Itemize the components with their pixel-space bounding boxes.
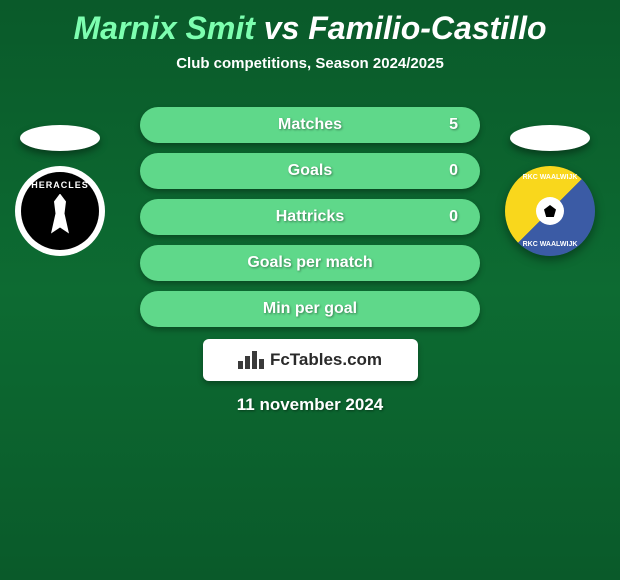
player2-avatar-placeholder (510, 125, 590, 151)
brand-text: FcTables.com (270, 350, 382, 370)
stat-value: 0 (449, 162, 458, 180)
stat-label: Goals (160, 162, 460, 180)
player1-name: Marnix Smit (74, 10, 255, 46)
stat-label: Matches (160, 116, 460, 134)
stat-value: 0 (449, 208, 458, 226)
vs-text: vs (264, 10, 300, 46)
subtitle: Club competitions, Season 2024/2025 (0, 55, 620, 72)
heracles-figure-icon (45, 194, 75, 234)
date-label: 11 november 2024 (0, 395, 620, 415)
stat-label: Min per goal (160, 300, 460, 318)
comparison-title: Marnix Smit vs Familio-Castillo (0, 0, 620, 47)
heracles-badge-inner (21, 172, 99, 250)
stat-row-goals: Goals 0 (140, 153, 480, 189)
player2-name: Familio-Castillo (308, 10, 546, 46)
bar-chart-icon (238, 351, 264, 369)
right-club-section: RKC WAALWIJK RKC WAALWIJK (500, 125, 600, 256)
stat-value: 5 (449, 116, 458, 134)
stats-container: Matches 5 Goals 0 Hattricks 0 Goals per … (140, 107, 480, 327)
stat-row-min-per-goal: Min per goal (140, 291, 480, 327)
stat-label: Goals per match (160, 254, 460, 272)
soccer-ball-icon (536, 197, 564, 225)
stat-row-matches: Matches 5 (140, 107, 480, 143)
rkc-badge: RKC WAALWIJK RKC WAALWIJK (505, 166, 595, 256)
rkc-text-top: RKC WAALWIJK (523, 174, 578, 181)
rkc-text-bottom: RKC WAALWIJK (523, 241, 578, 248)
heracles-badge (15, 166, 105, 256)
stat-row-hattricks: Hattricks 0 (140, 199, 480, 235)
left-club-section (10, 125, 110, 256)
fctables-brand: FcTables.com (203, 339, 418, 381)
stat-row-goals-per-match: Goals per match (140, 245, 480, 281)
stat-label: Hattricks (160, 208, 460, 226)
player1-avatar-placeholder (20, 125, 100, 151)
